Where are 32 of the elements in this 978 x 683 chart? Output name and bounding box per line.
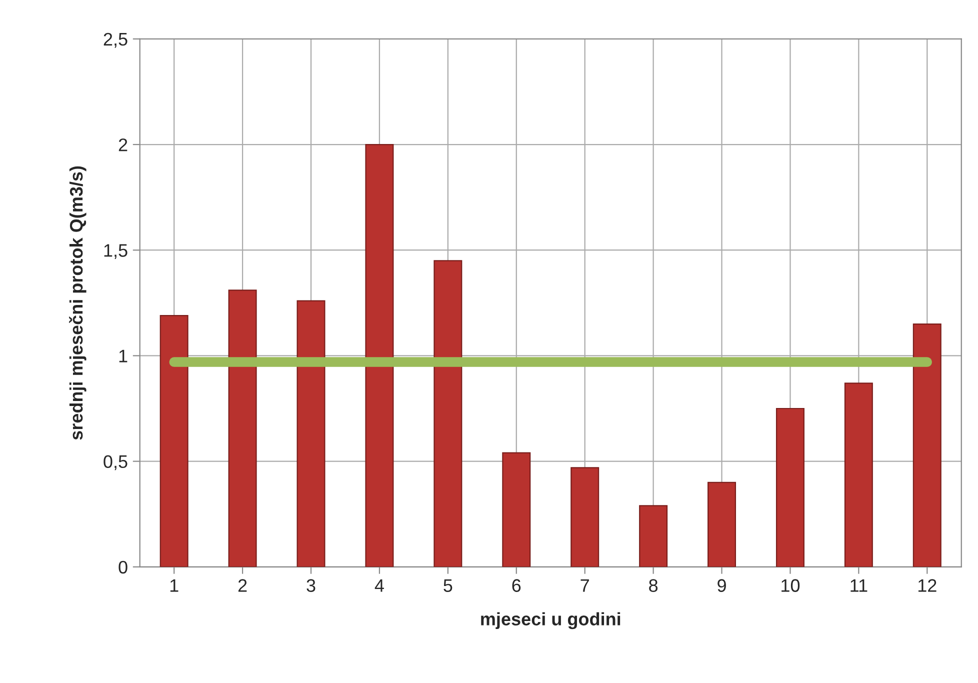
bar (160, 315, 188, 567)
x-tick-label: 2 (238, 579, 247, 592)
x-tick-label: 11 (850, 579, 868, 592)
x-tick-label: 10 (782, 579, 800, 592)
bar (570, 467, 600, 567)
x-axis-title: mjeseci u godini (481, 612, 620, 630)
y-tick-label: 1 (119, 350, 128, 362)
bar (502, 452, 531, 567)
x-tick-label: 9 (718, 579, 726, 592)
bar (776, 408, 804, 567)
x-tick-label: 12 (918, 579, 936, 592)
x-tick-label: 1 (170, 579, 178, 592)
y-tick-label: 0 (118, 560, 128, 574)
y-tick-label: 2,5 (104, 32, 128, 48)
y-axis-title: srednji mjesečni protok Q(m3/s) (69, 166, 86, 440)
x-tick-label: 6 (512, 579, 521, 592)
y-tick-label: 1,5 (104, 244, 128, 259)
x-tick-label: 4 (374, 579, 384, 592)
bar (639, 505, 668, 567)
bar (912, 323, 942, 567)
bar (365, 144, 394, 567)
x-tick-label: 8 (649, 579, 658, 592)
bar (228, 290, 257, 567)
y-tick-label: 0,5 (104, 455, 128, 470)
bar (296, 300, 326, 567)
x-tick-label: 7 (580, 579, 589, 592)
bar (708, 482, 736, 567)
bar (434, 260, 462, 567)
x-tick-label: 3 (306, 579, 316, 592)
x-tick-label: 5 (444, 579, 452, 592)
bar (844, 382, 873, 567)
y-tick-label: 2 (118, 138, 128, 152)
